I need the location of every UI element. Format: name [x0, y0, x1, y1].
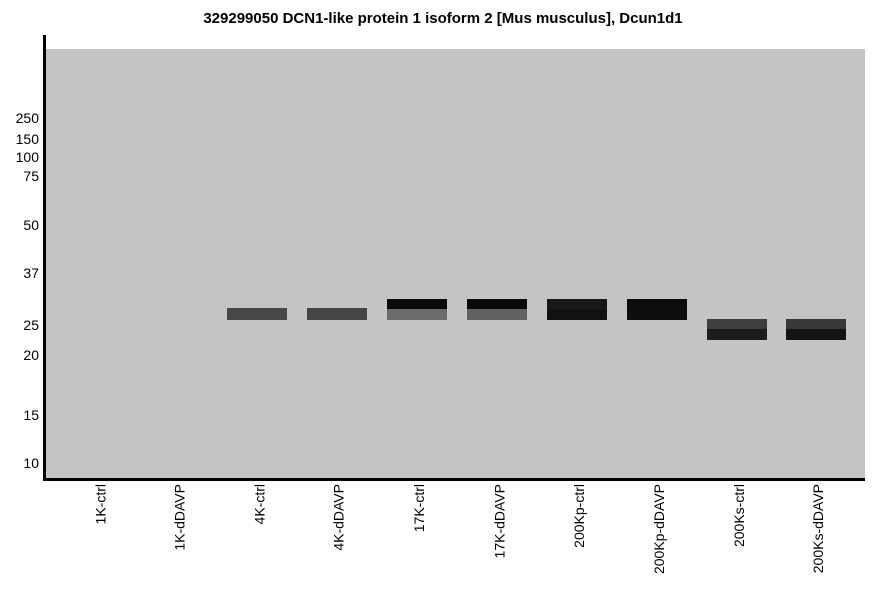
y-tick-label-50: 50	[23, 217, 39, 233]
x-lane-label-17K-ctrl: 17K-ctrl	[411, 484, 427, 533]
y-tick-label-20: 20	[23, 347, 39, 363]
gel-band-17K-dDAVP	[467, 299, 527, 309]
y-tick-label-150: 150	[15, 131, 39, 147]
gel-band-17K-ctrl	[387, 309, 447, 320]
x-lane-label-200Kp-dDAVP: 200Kp-dDAVP	[651, 484, 667, 575]
gel-band-17K-dDAVP	[467, 309, 527, 320]
x-axis-spine	[43, 478, 865, 481]
gel-band-4K-ctrl	[227, 308, 287, 320]
x-lane-label-1K-dDAVP: 1K-dDAVP	[172, 484, 188, 551]
gel-band-17K-ctrl	[387, 299, 447, 309]
gel-band-4K-dDAVP	[307, 308, 367, 320]
x-lane-label-200Ks-dDAVP: 200Ks-dDAVP	[810, 484, 826, 574]
x-lane-label-1K-ctrl: 1K-ctrl	[92, 484, 108, 525]
x-lane-label-4K-ctrl: 4K-ctrl	[251, 484, 267, 525]
x-lane-label-4K-dDAVP: 4K-dDAVP	[331, 484, 347, 551]
y-tick-label-15: 15	[23, 407, 39, 423]
y-axis-spine	[43, 35, 46, 481]
y-tick-label-25: 25	[23, 317, 39, 333]
gel-band-200Ks-dDAVP	[786, 319, 846, 329]
y-tick-label-100: 100	[15, 149, 39, 165]
y-tick-label-250: 250	[15, 110, 39, 126]
y-tick-label-75: 75	[23, 168, 39, 184]
x-lane-label-200Ks-ctrl: 200Ks-ctrl	[731, 484, 747, 548]
gel-band-200Ks-ctrl	[707, 329, 767, 340]
gel-area	[46, 49, 865, 478]
x-lane-label-17K-dDAVP: 17K-dDAVP	[491, 484, 507, 559]
gel-band-200Kp-dDAVP	[627, 309, 687, 320]
y-tick-label-37: 37	[23, 265, 39, 281]
gel-band-200Kp-ctrl	[547, 299, 607, 309]
gel-band-200Kp-ctrl	[547, 309, 607, 320]
chart-title: 329299050 DCN1-like protein 1 isoform 2 …	[203, 10, 683, 27]
x-lane-label-200Kp-ctrl: 200Kp-ctrl	[571, 484, 587, 548]
gel-band-200Ks-ctrl	[707, 319, 767, 329]
gel-band-200Kp-dDAVP	[627, 299, 687, 309]
y-tick-label-10: 10	[23, 455, 39, 471]
gel-band-200Ks-dDAVP	[786, 329, 846, 340]
